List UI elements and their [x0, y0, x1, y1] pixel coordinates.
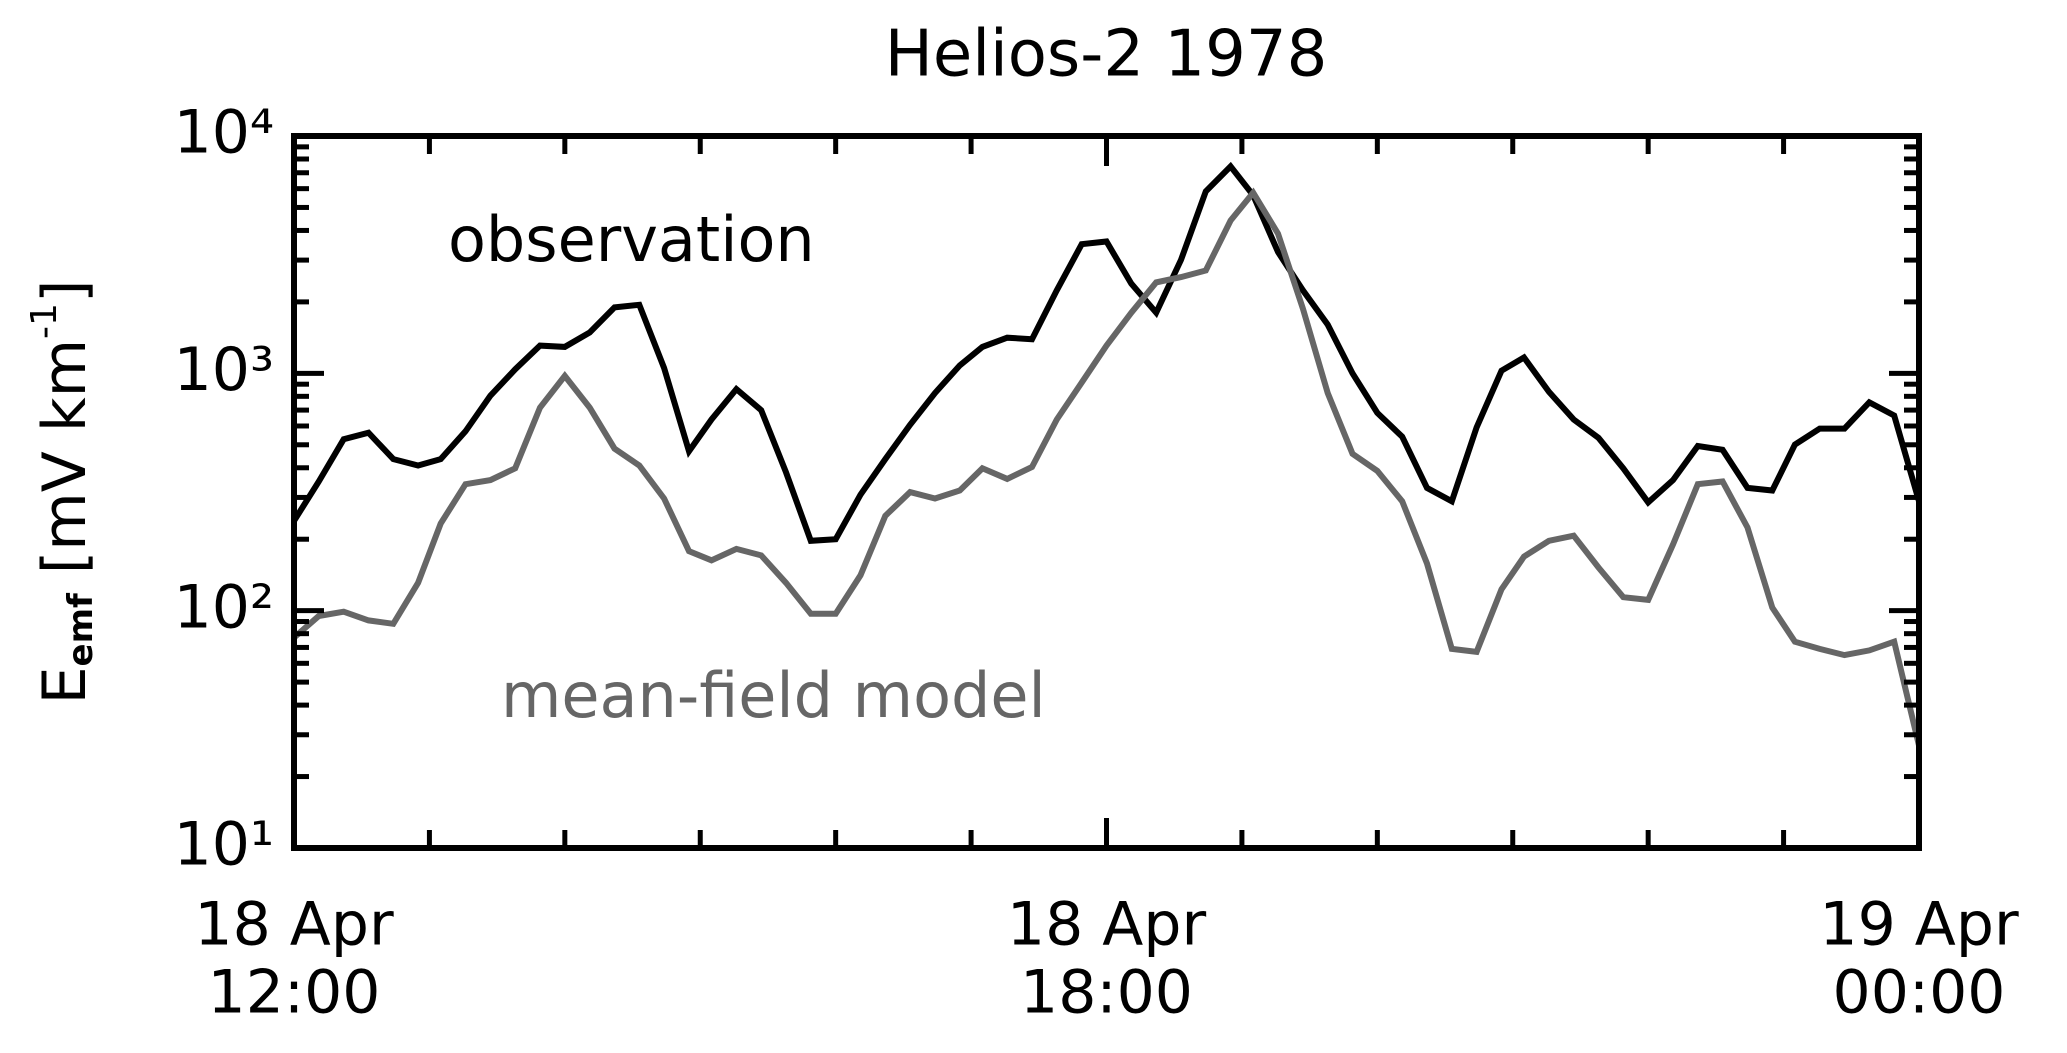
x-tick-label: 18 Apr [194, 890, 394, 960]
y-axis-label: Eemf [mV km-1] [24, 280, 101, 705]
chart-title: Helios-2 1978 [885, 18, 1328, 92]
x-tick-label: 19 Apr [1819, 890, 2019, 960]
y-label-unit: [mV km [30, 339, 100, 593]
y-label-base: E [30, 666, 100, 704]
y-label-close: ] [30, 280, 100, 303]
y-label-sup: -1 [24, 303, 65, 339]
x-tick-label: 00:00 [1833, 958, 2006, 1028]
legend-label: observation [448, 203, 815, 276]
x-tick-label: 12:00 [208, 958, 381, 1028]
y-tick-label: 10⁴ [174, 98, 274, 168]
y-tick-label: 10³ [174, 335, 274, 405]
y-tick-label: 10² [174, 572, 274, 642]
y-label-sub: emf [61, 592, 101, 666]
x-tick-label: 18:00 [1020, 958, 1193, 1028]
legend-label: mean-field model [501, 659, 1046, 732]
y-tick-label: 10¹ [174, 810, 274, 880]
series-line [291, 161, 1922, 544]
x-tick-label: 18 Apr [1007, 890, 1207, 960]
series-line [292, 187, 1922, 747]
